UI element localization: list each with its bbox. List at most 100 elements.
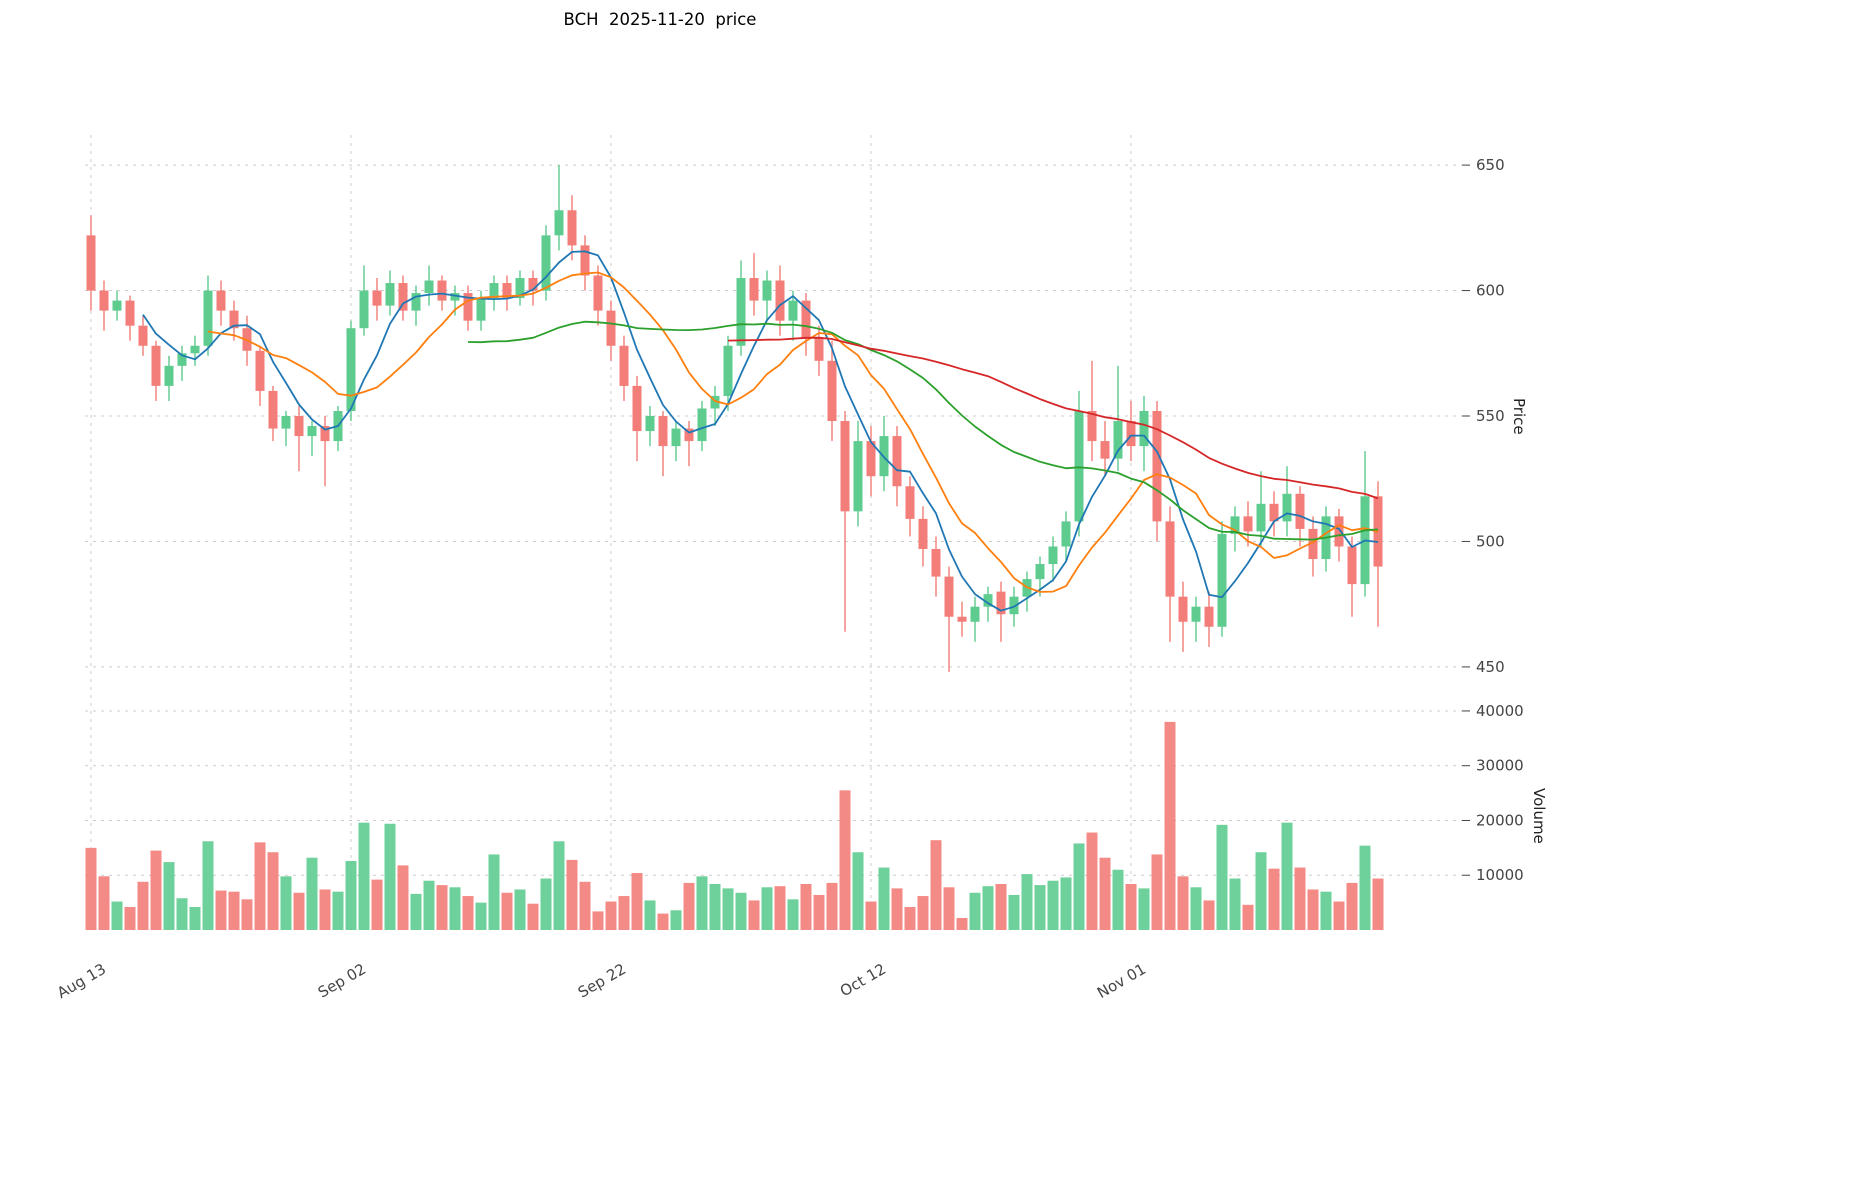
volume-bar: [670, 910, 682, 930]
candle-body: [957, 616, 967, 622]
volume-bar: [709, 884, 721, 930]
candle-body: [229, 310, 239, 329]
volume-bar: [1281, 822, 1293, 930]
volume-bar: [488, 854, 500, 930]
volume-bar: [618, 896, 630, 930]
volume-bar: [1229, 878, 1241, 930]
volume-bar: [1242, 904, 1254, 930]
candle-body: [1126, 421, 1136, 447]
volume-bar: [1125, 884, 1137, 930]
volume-bar: [371, 879, 383, 930]
volume-bar: [176, 898, 188, 930]
candle-body: [1295, 493, 1305, 529]
volume-bar: [345, 861, 357, 930]
candle-body: [1308, 528, 1318, 560]
candle-body: [489, 283, 499, 299]
candle-body: [853, 441, 863, 512]
candle-body: [554, 210, 564, 236]
candle-body: [541, 235, 551, 291]
candle-body: [1217, 533, 1227, 627]
volume-bar: [124, 907, 136, 930]
candle-body: [112, 300, 122, 311]
candle-body: [1243, 516, 1253, 532]
volume-bar: [1177, 876, 1189, 930]
price-tick-label: 650: [1476, 156, 1505, 174]
candle-body: [1113, 421, 1123, 459]
ma-line-ma50: [727, 336, 1379, 500]
volume-bar: [982, 886, 994, 930]
candle-body: [1139, 410, 1149, 447]
candle-body: [320, 426, 330, 442]
volume-bar: [293, 892, 305, 930]
candle-body: [255, 350, 265, 391]
volume-bar: [410, 893, 422, 930]
candle-body: [1334, 516, 1344, 547]
candle-body: [190, 345, 200, 354]
volume-bar: [917, 896, 929, 930]
candle-body: [905, 486, 915, 519]
x-tick-label: Oct 12: [837, 960, 889, 1000]
candle-body: [736, 278, 746, 346]
candle-body: [970, 606, 980, 622]
volume-bar: [98, 876, 110, 930]
volume-bar: [839, 790, 851, 930]
candle-body: [281, 416, 291, 429]
volume-tick-label: 30000: [1476, 757, 1524, 775]
ma-lines: [142, 250, 1379, 612]
volume-bar: [605, 901, 617, 930]
volume-bar: [1268, 868, 1280, 930]
volume-bar: [306, 857, 318, 930]
candle-body: [125, 300, 135, 326]
volume-bar: [449, 887, 461, 930]
volume-bar: [527, 903, 539, 930]
candle-body: [164, 365, 174, 386]
volume-bar: [1086, 832, 1098, 930]
volume-bar: [891, 888, 903, 930]
volume-bar: [514, 889, 526, 930]
volume-bar: [657, 913, 669, 930]
volume-bar: [852, 852, 864, 930]
candle-body: [1061, 521, 1071, 547]
volume-bar: [267, 852, 279, 930]
volume-bar: [1320, 891, 1332, 930]
candle-body: [1178, 596, 1188, 622]
volume-bar: [631, 873, 643, 930]
candle-body: [645, 416, 655, 432]
candle-body: [1347, 546, 1357, 585]
volume-bar: [1203, 900, 1215, 930]
candle-body: [450, 293, 460, 301]
volume-bar: [163, 862, 175, 930]
candle-body: [671, 428, 681, 447]
candle-body: [99, 290, 109, 311]
candle-body: [1087, 410, 1097, 442]
candle-body: [1204, 606, 1214, 627]
candle-body: [1230, 516, 1240, 534]
volume-bar: [436, 885, 448, 930]
candle-body: [684, 428, 694, 442]
volume-bar: [748, 900, 760, 930]
volume-bar: [150, 850, 162, 930]
ma-line-ma5: [142, 250, 1379, 612]
candle-body: [983, 594, 993, 607]
volume-bar: [540, 878, 552, 930]
volume-bar: [397, 865, 409, 930]
volume-bar: [904, 907, 916, 930]
candle-body: [723, 345, 733, 396]
volume-bar: [1138, 888, 1150, 930]
volume-bar: [826, 882, 838, 930]
volume-bar: [137, 881, 149, 930]
candle-body: [1035, 564, 1045, 580]
candle-body: [411, 293, 421, 311]
volume-bar: [1346, 882, 1358, 930]
volume-bar: [1112, 869, 1124, 930]
volume-bar: [1307, 889, 1319, 930]
volume-bar: [1151, 854, 1163, 930]
volume-bar: [1190, 887, 1202, 930]
candle-body: [216, 290, 226, 311]
volume-bar: [1359, 845, 1371, 930]
chart-title: BCH 2025-11-20 price: [563, 10, 757, 29]
candle-body: [619, 345, 629, 386]
candle-body: [593, 275, 603, 311]
volume-bar: [215, 890, 227, 930]
volume-bar: [358, 822, 370, 930]
